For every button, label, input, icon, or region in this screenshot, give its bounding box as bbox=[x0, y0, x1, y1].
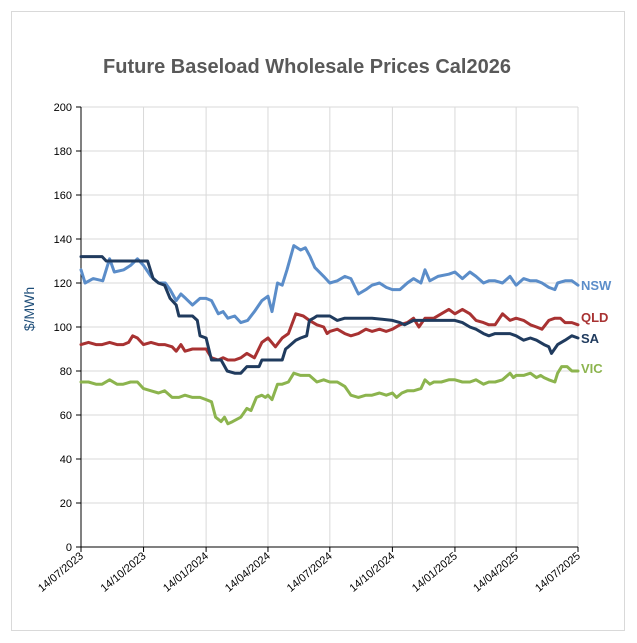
y-tick-label: 180 bbox=[54, 146, 72, 158]
y-tick-label: 40 bbox=[60, 454, 72, 466]
series-label-nsw: NSW bbox=[581, 278, 612, 293]
series-line-sa bbox=[79, 255, 580, 375]
axes bbox=[76, 106, 579, 552]
chart-title: Future Baseload Wholesale Prices Cal2026 bbox=[103, 56, 511, 78]
y-axis-label: $/MWh bbox=[21, 287, 37, 331]
x-tick-label: 14/04/2025 bbox=[471, 550, 521, 595]
gridlines bbox=[81, 106, 579, 547]
x-tick-label: 14/10/2024 bbox=[347, 550, 397, 595]
x-tick-label: 14/07/2023 bbox=[36, 550, 86, 595]
series-line-nsw bbox=[79, 244, 580, 325]
y-tick-label: 20 bbox=[60, 498, 72, 510]
y-tick-label: 0 bbox=[66, 542, 72, 554]
series-line-qld bbox=[79, 307, 580, 362]
y-tick-label: 100 bbox=[54, 322, 72, 334]
x-tick-label: 14/01/2024 bbox=[161, 550, 211, 595]
chart-frame: Future Baseload Wholesale Prices Cal2026… bbox=[11, 11, 625, 631]
x-axis-ticks: 14/07/2023 14/10/2023 14/01/2024 14/04/2024… bbox=[36, 550, 583, 595]
x-tick-label: 14/10/2023 bbox=[99, 550, 149, 595]
x-tick-label: 14/01/2025 bbox=[410, 550, 460, 595]
y-axis-ticks: 0 20 40 60 80 100 120 140 160 180 200 bbox=[54, 102, 72, 554]
y-tick-label: 80 bbox=[60, 366, 72, 378]
series-label-sa: SA bbox=[581, 331, 600, 346]
series-line-vic bbox=[79, 365, 580, 426]
x-tick-label: 14/07/2024 bbox=[285, 550, 335, 595]
y-tick-label: 200 bbox=[54, 102, 72, 114]
series-lines bbox=[79, 244, 580, 426]
y-tick-label: 60 bbox=[60, 410, 72, 422]
line-chart: Future Baseload Wholesale Prices Cal2026… bbox=[21, 56, 612, 595]
y-tick-label: 160 bbox=[54, 190, 72, 202]
y-tick-label: 140 bbox=[54, 234, 72, 246]
series-labels: NSW QLD SA VIC bbox=[581, 278, 612, 376]
series-label-vic: VIC bbox=[581, 361, 603, 376]
series-label-qld: QLD bbox=[581, 310, 608, 325]
x-tick-label: 14/04/2024 bbox=[223, 550, 273, 595]
y-tick-label: 120 bbox=[54, 278, 72, 290]
x-tick-label: 14/07/2025 bbox=[533, 550, 583, 595]
